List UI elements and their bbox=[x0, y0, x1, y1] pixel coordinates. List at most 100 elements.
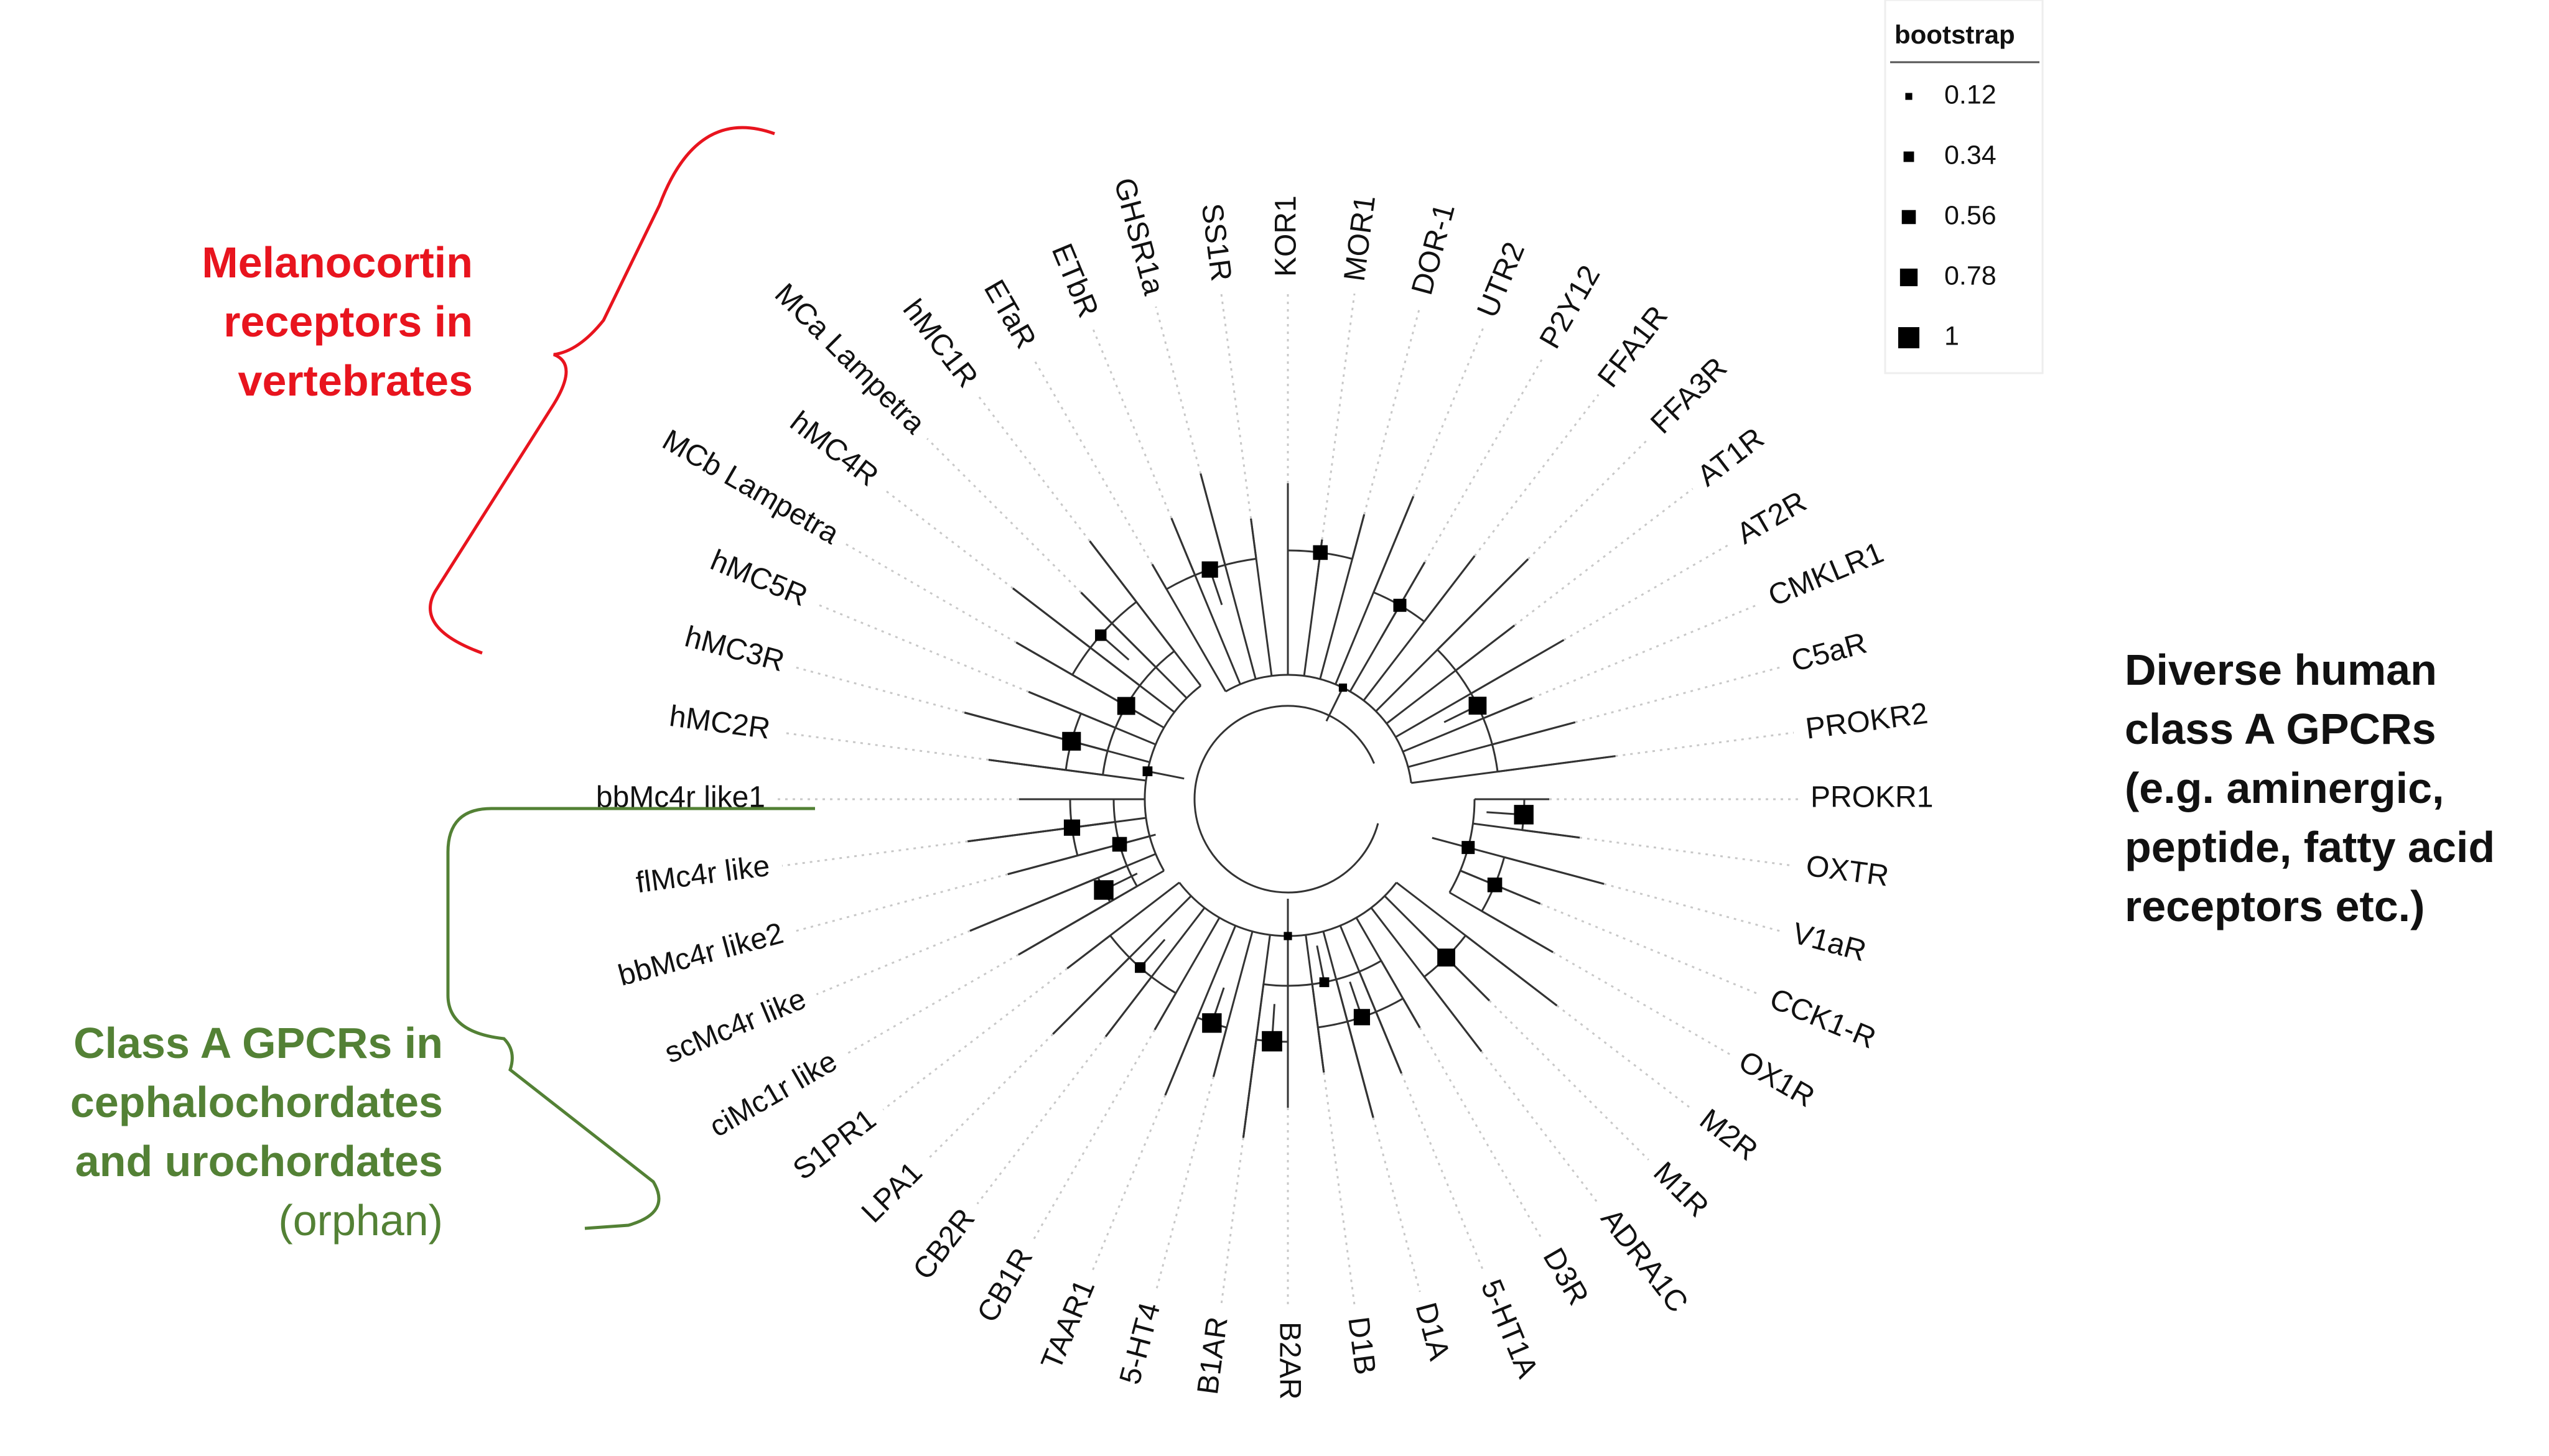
leaf-label: TAAR1 bbox=[1035, 1275, 1102, 1375]
tip-branch bbox=[1322, 931, 1374, 1118]
bootstrap-marker bbox=[1284, 932, 1292, 940]
leaf-label: CB1R bbox=[971, 1243, 1040, 1328]
bootstrap-marker bbox=[1262, 1031, 1282, 1052]
leaf-guide bbox=[781, 731, 989, 761]
legend-label: 0.34 bbox=[1944, 140, 1997, 170]
leaf-label: D1B bbox=[1341, 1315, 1382, 1376]
tip-branch bbox=[1468, 846, 1605, 885]
tip-branch bbox=[1402, 697, 1533, 753]
leaf-label: CCK1-R bbox=[1765, 982, 1880, 1055]
chordates-line-3: and urochordates bbox=[75, 1137, 443, 1185]
leaf-guide bbox=[1220, 1138, 1244, 1305]
tip-branch bbox=[1363, 555, 1476, 702]
melanocortin-line-3: vertebrates bbox=[238, 356, 473, 405]
bootstrap-marker bbox=[1393, 598, 1407, 612]
bootstrap-marker bbox=[1063, 819, 1081, 836]
leaf-guide bbox=[1527, 438, 1649, 560]
leaf-label: hMC2R bbox=[668, 700, 772, 746]
leaf-guide bbox=[1091, 327, 1173, 519]
leaf-guide bbox=[1424, 357, 1544, 563]
legend-marker bbox=[1903, 151, 1914, 162]
bootstrap-legend: bootstrap 0.12 0.34 0.56 0.78 1 bbox=[1884, 0, 2044, 374]
tip-branch bbox=[1080, 591, 1188, 699]
tip-branch bbox=[1375, 558, 1529, 712]
tip-branch bbox=[1339, 925, 1402, 1074]
leaf-guide bbox=[1412, 327, 1484, 497]
melanocortin-line-1: Melanocortin bbox=[202, 238, 473, 287]
leaf-label: D1A bbox=[1409, 1299, 1456, 1364]
leaf-label: AT2R bbox=[1731, 485, 1812, 550]
gpcr-line-4: peptide, fatty acid bbox=[2125, 823, 2495, 871]
legend-label: 0.56 bbox=[1944, 200, 1997, 230]
leaf-guide bbox=[1032, 357, 1153, 565]
tip-branch bbox=[1170, 517, 1241, 685]
leaf-label: ETaR bbox=[977, 274, 1043, 354]
leaf-guide bbox=[1514, 488, 1694, 626]
leaf-label: ETbR bbox=[1045, 239, 1105, 322]
leaf-label: ciMc1r like bbox=[704, 1045, 843, 1144]
leaf-guide bbox=[1540, 902, 1760, 996]
gpcr-line-3: (e.g. aminergic, bbox=[2125, 764, 2444, 812]
leaf-guide bbox=[1575, 666, 1781, 723]
leaf-guide bbox=[1363, 306, 1421, 515]
legend-marker bbox=[1898, 327, 1919, 348]
leaf-guide bbox=[1091, 1095, 1167, 1271]
leaf-label: scMc4r like bbox=[660, 982, 811, 1070]
leaf-guide bbox=[1155, 306, 1202, 474]
leaf-label: 5-HT1A bbox=[1475, 1275, 1544, 1383]
leaf-labels: PROKR1OXTRV1aRCCK1-ROX1RM2RM1RADRA1CD3R5… bbox=[596, 174, 1934, 1399]
melanocortin-bracket bbox=[429, 126, 775, 655]
tip-branch bbox=[1449, 891, 1554, 953]
leaf-label: DOR-1 bbox=[1405, 200, 1461, 299]
leaf-guide bbox=[1400, 1073, 1484, 1271]
leaf-label: P2Y12 bbox=[1534, 260, 1607, 354]
bootstrap-marker bbox=[1062, 731, 1081, 751]
tip-branch bbox=[1015, 641, 1165, 729]
tip-branch bbox=[1473, 822, 1580, 839]
clade-arc bbox=[1225, 674, 1412, 784]
tip-branch bbox=[1028, 691, 1157, 746]
gpcr-line-5: receptors etc.) bbox=[2125, 882, 2425, 930]
leaf-guide bbox=[1563, 543, 1730, 641]
leaf-guide bbox=[816, 603, 1029, 693]
bootstrap-marker bbox=[1487, 877, 1503, 893]
bootstrap-marker bbox=[1117, 697, 1135, 715]
tip-branch bbox=[1335, 496, 1415, 685]
leaf-label: MOR1 bbox=[1338, 193, 1382, 283]
tip-branch bbox=[1250, 518, 1273, 676]
leaf-guide bbox=[926, 1033, 1054, 1161]
chordates-line-1: Class A GPCRs in bbox=[73, 1019, 443, 1067]
tip-branch bbox=[988, 759, 1147, 782]
tip-branch bbox=[969, 853, 1157, 932]
bootstrap-marker bbox=[1353, 1009, 1371, 1026]
bootstrap-marker bbox=[1094, 880, 1114, 900]
leaf-guide bbox=[1372, 1117, 1421, 1292]
leaf-guide bbox=[795, 666, 965, 714]
legend-marker bbox=[1901, 210, 1916, 225]
leaf-guide bbox=[795, 873, 1009, 932]
leaf-label: FFA1R bbox=[1591, 300, 1674, 394]
leaf-label: UTR2 bbox=[1471, 238, 1531, 322]
bootstrap-marker bbox=[1201, 561, 1218, 578]
leaf-guide bbox=[1220, 293, 1252, 519]
leaf-guide bbox=[1556, 1004, 1694, 1111]
bootstrap-marker bbox=[1319, 977, 1330, 988]
tip-branch bbox=[1355, 917, 1421, 1028]
leaf-label: OX1R bbox=[1733, 1045, 1820, 1114]
leaf-label: FFA3R bbox=[1644, 351, 1733, 440]
tip-branch bbox=[1305, 934, 1325, 1073]
tip-branch bbox=[1164, 925, 1237, 1096]
leaf-label: C5aR bbox=[1788, 627, 1870, 679]
tip-branch bbox=[1066, 881, 1180, 970]
tip-branch bbox=[1370, 907, 1483, 1052]
tip-branch bbox=[1386, 624, 1516, 725]
chordates-bracket bbox=[446, 807, 815, 1230]
leaf-label: OXTR bbox=[1804, 850, 1891, 893]
tip-branch bbox=[1012, 587, 1175, 713]
legend-label: 0.12 bbox=[1944, 80, 1997, 109]
tip-branch bbox=[1319, 514, 1366, 680]
bootstrap-marker bbox=[1202, 1013, 1222, 1033]
leaf-guide bbox=[1419, 1027, 1544, 1241]
leaf-label: V1aR bbox=[1789, 917, 1870, 968]
leaf-label: KOR1 bbox=[1270, 195, 1303, 277]
